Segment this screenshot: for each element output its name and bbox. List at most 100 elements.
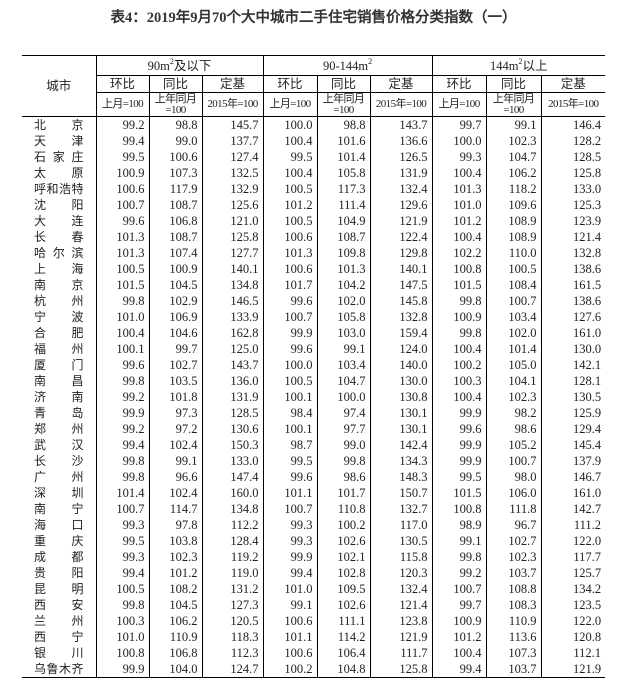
index-value: 99.6 (431, 421, 487, 437)
index-value: 102.3 (485, 549, 542, 565)
index-value: 114.7 (148, 501, 202, 517)
index-value: 100.9 (431, 613, 487, 629)
index-value: 129.6 (369, 197, 433, 213)
index-value: 100.4 (431, 165, 487, 181)
index-value: 136.6 (369, 133, 433, 149)
base-header: 上年同月=100 (485, 92, 542, 117)
table-row: 青岛 99.9 97.3 128.5 98.4 97.4 130.1 99.9 98.2 125.… (22, 405, 606, 421)
index-value: 129.4 (540, 421, 606, 437)
index-value: 112.2 (201, 517, 264, 533)
index-value: 100.6 (262, 613, 318, 629)
index-value: 138.6 (540, 293, 606, 309)
base-header: 上月=100 (431, 92, 487, 117)
index-value: 132.5 (201, 165, 264, 181)
size-group-header: 90m2及以下 (95, 55, 264, 76)
index-value: 101.6 (316, 133, 371, 149)
index-value: 145.8 (369, 293, 433, 309)
city-name: 南京 (34, 278, 84, 292)
city-name: 南昌 (34, 374, 84, 388)
index-value: 130.0 (540, 341, 606, 357)
index-value: 117.9 (148, 181, 202, 197)
index-value: 100.2 (262, 661, 318, 678)
index-value: 98.7 (262, 437, 318, 453)
index-value: 100.7 (95, 501, 149, 517)
index-value: 99.9 (431, 453, 487, 469)
index-value: 121.9 (369, 629, 433, 645)
index-value: 100.9 (148, 261, 202, 277)
city-name: 西安 (34, 598, 84, 612)
index-value: 130.0 (369, 373, 433, 389)
index-value: 150.3 (201, 437, 264, 453)
index-value: 101.5 (95, 277, 149, 293)
index-value: 101.4 (485, 341, 542, 357)
index-value: 130.1 (369, 421, 433, 437)
index-value: 128.4 (201, 533, 264, 549)
table-row: 沈阳 100.7 108.7 125.6 101.2 111.4 129.6 101.0 109… (22, 197, 606, 213)
index-value: 150.7 (369, 485, 433, 501)
index-value: 101.5 (431, 277, 487, 293)
index-value: 104.7 (485, 149, 542, 165)
index-value: 99.9 (262, 325, 318, 341)
index-value: 99.5 (262, 453, 318, 469)
size-group-header: 144m2以上 (431, 55, 606, 76)
index-value: 101.0 (95, 629, 149, 645)
index-value: 162.8 (201, 325, 264, 341)
table-row: 合肥 100.4 104.6 162.8 99.9 103.0 159.4 99.8 102.0… (22, 325, 606, 341)
index-value: 104.7 (316, 373, 371, 389)
index-value: 119.0 (201, 565, 264, 581)
index-value: 99.4 (95, 133, 149, 149)
city-name: 郑州 (34, 422, 84, 436)
index-value: 108.7 (148, 229, 202, 245)
table-row: 上海 100.5 100.9 140.1 100.6 101.3 140.1 100.8 100… (22, 261, 606, 277)
table-row: 昆明 100.5 108.2 131.2 101.0 109.5 132.4 100.7 108… (22, 581, 606, 597)
index-value: 100.7 (431, 581, 487, 597)
index-value: 140.1 (201, 261, 264, 277)
index-value: 99.1 (316, 341, 371, 357)
city-name: 大连 (34, 214, 84, 228)
city-name: 重庆 (34, 534, 84, 548)
index-value: 102.3 (485, 133, 542, 149)
index-value: 126.5 (369, 149, 433, 165)
index-value: 99.2 (95, 421, 149, 437)
table-row: 大连 99.6 106.8 121.0 100.5 104.9 121.9 101.2 108.… (22, 213, 606, 229)
index-value: 128.1 (540, 373, 606, 389)
index-value: 100.8 (431, 501, 487, 517)
city-name: 深圳 (34, 486, 84, 500)
index-value: 100.0 (262, 357, 318, 373)
index-value: 101.2 (262, 197, 318, 213)
table-row: 宁波 101.0 106.9 133.9 100.7 105.8 132.8 100.9 103… (22, 309, 606, 325)
metric-header: 环比 (262, 75, 318, 93)
index-value: 118.3 (201, 629, 264, 645)
metric-header: 同比 (485, 75, 542, 93)
table-row: 呼和浩特 100.6 117.9 132.9 100.5 117.3 132.4 101.3 1… (22, 181, 606, 197)
index-value: 101.0 (95, 309, 149, 325)
index-value: 99.9 (431, 437, 487, 453)
index-value: 103.4 (316, 357, 371, 373)
index-value: 100.7 (262, 501, 318, 517)
index-value: 101.8 (148, 389, 202, 405)
table-row: 西安 99.8 104.5 127.3 99.1 102.6 121.4 99.7 108.3 1… (22, 597, 606, 613)
index-value: 133.0 (540, 181, 606, 197)
index-value: 108.9 (485, 213, 542, 229)
index-value: 131.2 (201, 581, 264, 597)
index-value: 100.4 (431, 341, 487, 357)
city-name: 福州 (34, 342, 84, 356)
index-value: 100.7 (95, 197, 149, 213)
index-value: 99.9 (262, 549, 318, 565)
index-value: 128.5 (540, 149, 606, 165)
index-value: 101.7 (316, 485, 371, 501)
index-value: 100.6 (148, 149, 202, 165)
index-value: 142.1 (540, 357, 606, 373)
index-value: 102.4 (148, 437, 202, 453)
index-value: 99.8 (316, 453, 371, 469)
city-name: 贵阳 (34, 566, 84, 580)
index-value: 100.6 (262, 229, 318, 245)
index-value: 146.5 (201, 293, 264, 309)
city-name: 厦门 (34, 358, 84, 372)
city-name: 兰州 (34, 614, 84, 628)
index-value: 140.1 (369, 261, 433, 277)
index-value: 99.7 (431, 116, 487, 133)
index-value: 100.1 (95, 341, 149, 357)
index-value: 99.3 (95, 517, 149, 533)
metric-header: 同比 (316, 75, 371, 93)
